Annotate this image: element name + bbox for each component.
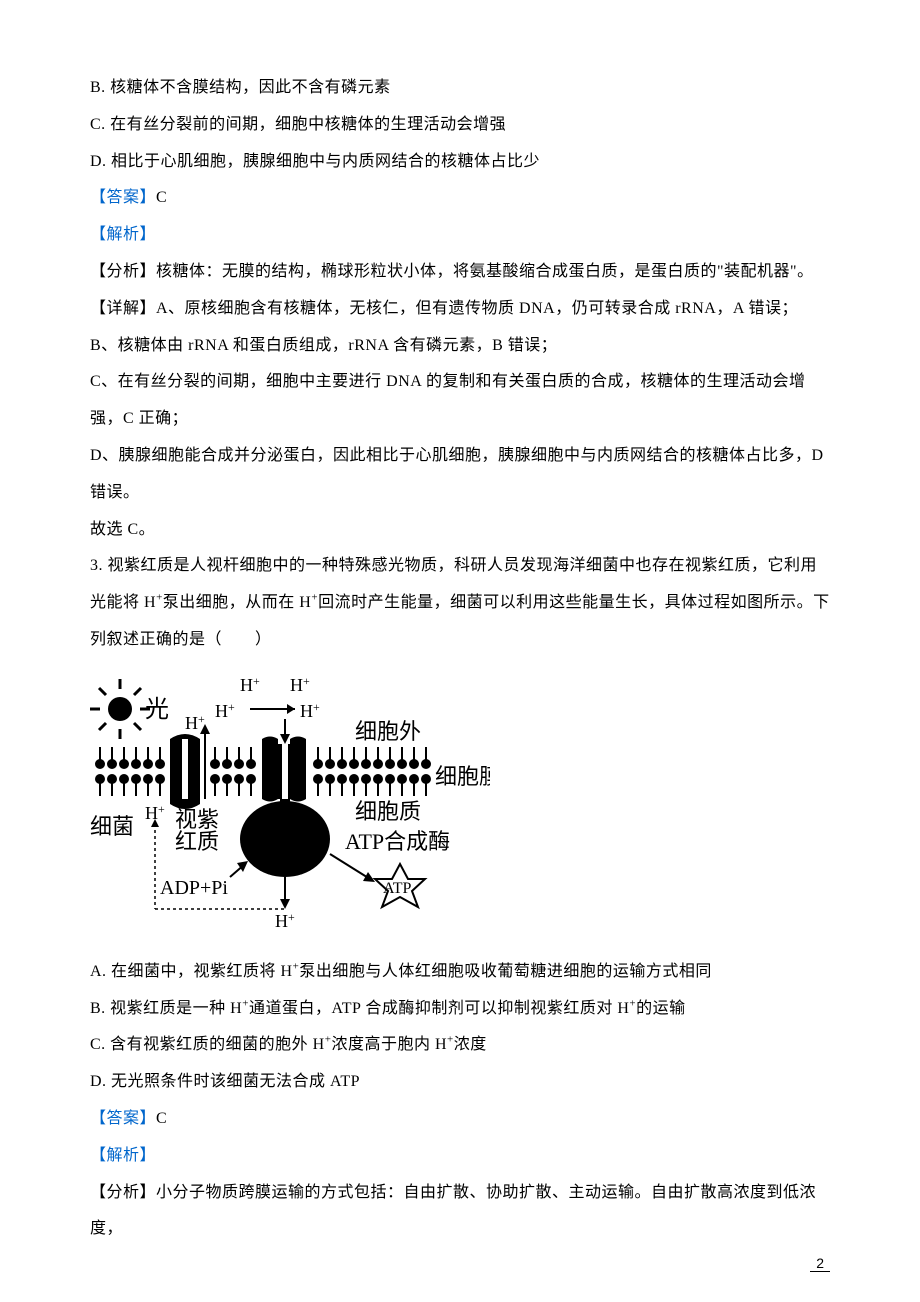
rhodopsin-label-2: 红质: [175, 829, 219, 854]
document-page: B. 核糖体不含膜结构，因此不含有磷元素 C. 在有丝分裂前的间期，细胞中核糖体…: [0, 0, 920, 1302]
bacteria-label: 细菌: [90, 814, 134, 839]
arrow-head-icon: [280, 899, 290, 909]
answer-label: 【答案】: [90, 1110, 156, 1127]
sun-icon: [90, 679, 150, 739]
q3-opt-b-part1: B. 视紫红质是一种 H: [90, 1000, 242, 1017]
page-number: 2: [810, 1255, 830, 1272]
q2-analysis-label: 【解析】: [90, 217, 830, 254]
h-plus-label: H+: [185, 712, 205, 733]
atp-star: ATP: [375, 864, 425, 907]
arrow-head-icon: [280, 734, 290, 744]
q3-stem: 3. 视紫红质是人视杆细胞中的一种特殊感光物质，科研人员发现海洋细菌中也存在视紫…: [90, 548, 830, 658]
rhodopsin-channel: [182, 739, 188, 799]
membrane-diagram-svg: 光 H+ H+ H+ H+ H+: [90, 669, 490, 939]
q3-option-b: B. 视紫红质是一种 H+通道蛋白，ATP 合成酶抑制剂可以抑制视紫红质对 H+…: [90, 991, 830, 1028]
adp-pi-box: ADP+Pi: [160, 877, 228, 899]
q2-analysis-p1: 【分析】核糖体：无膜的结构，椭球形粒状小体，将氨基酸缩合成蛋白质，是蛋白质的"装…: [90, 254, 830, 291]
light-label: 光: [145, 696, 169, 723]
h-plus-label: H+: [240, 674, 260, 695]
arrow-line: [330, 854, 370, 879]
q2-option-b: B. 核糖体不含膜结构，因此不含有磷元素: [90, 70, 830, 107]
q3-opt-a-part2: 泵出细胞与人体红细胞吸收葡萄糖进细胞的运输方式相同: [299, 963, 712, 980]
q2-option-c: C. 在有丝分裂前的间期，细胞中核糖体的生理活动会增强: [90, 107, 830, 144]
superscript-plus: +: [156, 592, 163, 604]
q3-stem-part2: 泵出细胞，从而在 H: [163, 594, 312, 611]
q2-answer: 【答案】C: [90, 180, 830, 217]
q2-analysis-p6: 故选 C。: [90, 512, 830, 549]
membrane-left: [95, 747, 165, 796]
q2-analysis-p2: 【详解】A、原核细胞含有核糖体，无核仁，但有遗传物质 DNA，仍可转录合成 rR…: [90, 291, 830, 328]
arrow-head-icon: [287, 704, 295, 714]
atp-synthase-protein: [240, 736, 330, 877]
atp-synthase-label: ATP合成酶: [345, 829, 450, 854]
q3-opt-c-part1: C. 含有视紫红质的细菌的胞外 H: [90, 1036, 325, 1053]
q3-figure: 光 H+ H+ H+ H+ H+: [90, 669, 830, 944]
cytoplasm-label: 细胞质: [355, 799, 421, 824]
q3-opt-c-part3: 浓度: [454, 1036, 487, 1053]
arrow-head-icon: [363, 872, 375, 882]
q3-option-d: D. 无光照条件时该细菌无法合成 ATP: [90, 1064, 830, 1101]
answer-label: 【答案】: [90, 189, 156, 206]
q2-analysis-p3: B、核糖体由 rRNA 和蛋白质组成，rRNA 含有磷元素，B 错误；: [90, 328, 830, 365]
h-plus-label: H+: [215, 700, 235, 721]
answer-value: C: [156, 1110, 167, 1127]
q2-analysis-p5: D、胰腺细胞能合成并分泌蛋白，因此相比于心肌细胞，胰腺细胞中与内质网结合的核糖体…: [90, 438, 830, 512]
h-plus-label: H+: [300, 700, 320, 721]
q3-answer: 【答案】C: [90, 1101, 830, 1138]
q3-option-c: C. 含有视紫红质的细菌的胞外 H+浓度高于胞内 H+浓度: [90, 1027, 830, 1064]
h-plus-label: H+: [275, 910, 295, 931]
answer-value: C: [156, 189, 167, 206]
membrane-middle: [210, 747, 256, 796]
adp-pi-label: ADP+Pi: [160, 877, 228, 899]
membrane-label: 细胞膜: [435, 764, 490, 789]
q3-opt-b-part2: 通道蛋白，ATP 合成酶抑制剂可以抑制视紫红质对 H: [249, 1000, 629, 1017]
q3-opt-b-part3: 的运输: [636, 1000, 686, 1017]
h-plus-label: H+: [290, 674, 310, 695]
q3-opt-a-part1: A. 在细菌中，视紫红质将 H: [90, 963, 293, 980]
page-number-value: 2: [810, 1255, 830, 1272]
q2-analysis-p4: C、在有丝分裂的间期，细胞中主要进行 DNA 的复制和有关蛋白质的合成，核糖体的…: [90, 364, 830, 438]
q3-option-a: A. 在细菌中，视紫红质将 H+泵出细胞与人体红细胞吸收葡萄糖进细胞的运输方式相…: [90, 954, 830, 991]
extracellular-label: 细胞外: [355, 719, 421, 744]
superscript-plus: +: [447, 1034, 454, 1046]
q3-analysis-p1: 【分析】小分子物质跨膜运输的方式包括：自由扩散、协助扩散、主动运输。自由扩散高浓…: [90, 1175, 830, 1249]
q3-opt-c-part2: 浓度高于胞内 H: [331, 1036, 447, 1053]
q3-analysis-label: 【解析】: [90, 1138, 830, 1175]
q2-option-d: D. 相比于心肌细胞，胰腺细胞中与内质网结合的核糖体占比少: [90, 144, 830, 181]
membrane-right: [313, 747, 431, 796]
atp-label: ATP: [383, 880, 412, 897]
superscript-plus: +: [242, 997, 249, 1009]
